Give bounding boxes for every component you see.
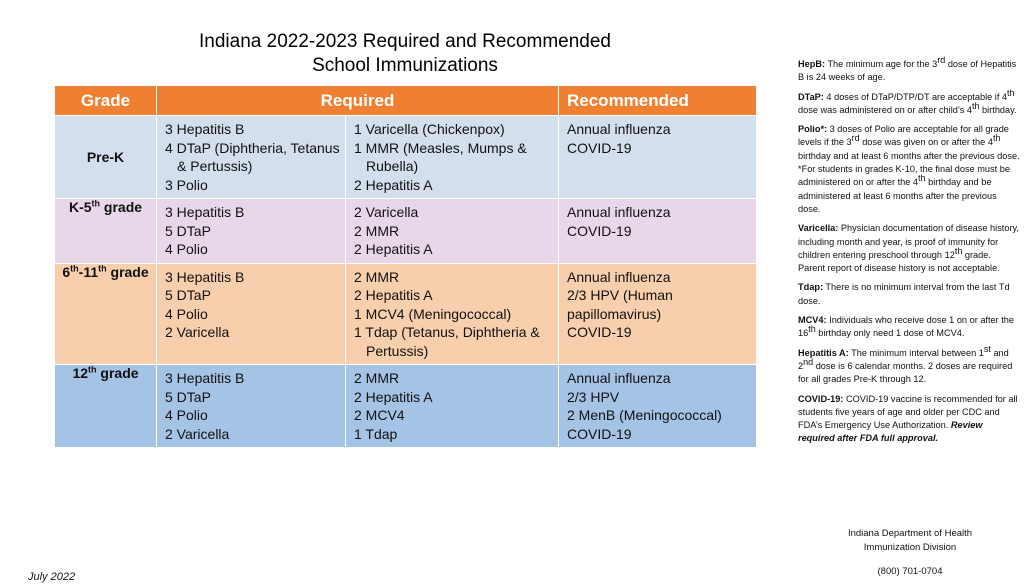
- required-col1-k5: 3 Hepatitis B 5 DTaP 4 Polio: [156, 198, 346, 264]
- list-item: 4 Polio: [165, 407, 208, 423]
- list-item: COVID-19: [567, 139, 632, 156]
- grade-6-11: 6th-11th grade: [54, 262, 157, 365]
- list-item: 1 Varicella (Chickenpox): [354, 121, 505, 137]
- grade-k5: K-5th grade: [54, 198, 157, 264]
- list-item: 3 Hepatitis B: [165, 268, 245, 285]
- list-item: 1 MMR (Measles, Mumps &: [354, 139, 527, 156]
- list-item: Annual influenza: [567, 268, 671, 285]
- list-item: Annual influenza: [567, 370, 671, 386]
- list-item: 5 DTaP: [165, 388, 211, 405]
- document-date: July 2022: [28, 571, 76, 583]
- required-col1-6-11: 3 Hepatitis B 5 DTaP 4 Polio 2 Varicella: [156, 262, 346, 365]
- list-item: 2/3 HPV (Human: [567, 287, 673, 303]
- required-col1-12: 3 Hepatitis B 5 DTaP 4 Polio 2 Varicella: [156, 364, 346, 448]
- required-col2-12: 2 MMR 2 Hepatitis A 2 MCV4 1 Tdap: [345, 364, 559, 448]
- required-col2-prek: 1 Varicella (Chickenpox) 1 MMR (Measles,…: [345, 115, 559, 199]
- note-covid: COVID-19: COVID-19 vaccine is recommende…: [798, 393, 1018, 444]
- list-item: 5 DTaP: [165, 287, 211, 303]
- list-item: COVID-19: [567, 425, 632, 442]
- list-item: 4 DTaP (Diphtheria, Tetanus: [165, 139, 340, 156]
- list-item: 2 MCV4: [354, 407, 405, 423]
- list-item: 5 DTaP: [165, 222, 211, 239]
- list-item: Rubella): [366, 158, 419, 174]
- review-note: Review required after FDA full approval.: [798, 420, 983, 444]
- list-item: 4 Polio: [165, 305, 208, 322]
- recommended-6-11: Annual influenza 2/3 HPV (Human papillom…: [558, 262, 757, 365]
- list-item: Annual influenza: [567, 121, 671, 137]
- list-item: 2 Hepatitis A: [354, 241, 433, 257]
- note-varicella: Varicella: Physician documentation of di…: [798, 223, 1019, 274]
- list-item: 1 Tdap: [354, 425, 398, 442]
- list-item: 2 MMR: [354, 268, 400, 285]
- required-col2-6-11: 2 MMR 2 Hepatitis A 1 MCV4 (Meningococca…: [345, 262, 559, 365]
- list-item: 2 MenB (Meningococcal): [567, 407, 722, 423]
- list-item: 4 Polio: [165, 241, 208, 257]
- list-item: 1 Tdap (Tetanus, Diphtheria &: [354, 324, 540, 340]
- organization: Indiana Department of Health Immunizatio…: [822, 527, 998, 554]
- footnotes: HepB: The minimum age for the 3rd dose o…: [798, 54, 1020, 452]
- list-item: 3 Hepatitis B: [165, 121, 245, 137]
- list-item: 2 MMR: [354, 222, 400, 239]
- org-line-1: Indiana Department of Health: [847, 528, 973, 539]
- page-title: Indiana 2022-2023 Required and Recommend…: [100, 30, 710, 78]
- table-header-row: Grade Required Recommended: [54, 85, 757, 116]
- note-polio: Polio*: 3 doses of Polio are acceptable …: [798, 124, 1020, 161]
- list-item: 2 Hepatitis A: [354, 176, 433, 193]
- list-item: 2/3 HPV: [567, 388, 620, 405]
- org-line-2: Immunization Division: [863, 541, 957, 553]
- list-item: Annual influenza: [567, 204, 671, 220]
- grade-12: 12th grade: [54, 364, 157, 448]
- recommended-prek: Annual influenza COVID-19: [558, 115, 757, 199]
- note-hepb: HepB: The minimum age for the 3rd dose o…: [798, 54, 1017, 83]
- list-item: & Pertussis): [177, 158, 253, 174]
- list-item: Pertussis): [366, 342, 429, 359]
- list-item: COVID-19: [567, 222, 632, 239]
- list-item: 1 MCV4 (Meningococcal): [354, 305, 512, 322]
- list-item: 3 Hepatitis B: [165, 204, 245, 220]
- note-hepa: Hepatitis A: The minimum interval betwee…: [798, 343, 1013, 385]
- list-item: 2 Varicella: [165, 425, 230, 442]
- title-line-2: School Immunizations: [312, 55, 498, 76]
- list-item: 2 Hepatitis A: [354, 287, 433, 303]
- list-item: 2 Varicella: [354, 204, 419, 220]
- grade-prek: Pre-K: [54, 115, 157, 199]
- required-col2-k5: 2 Varicella 2 MMR 2 Hepatitis A: [345, 198, 559, 264]
- header-required: Required: [156, 85, 559, 116]
- note-tdap: Tdap: There is no minimum interval from …: [798, 282, 1010, 306]
- list-item: 3 Polio: [165, 176, 208, 193]
- note-polio-star: *For students in grades K-10, the final …: [798, 164, 1010, 214]
- table-row-prek: Pre-K 3 Hepatitis B 4 DTaP (Diphtheria, …: [54, 115, 757, 199]
- phone-number: (800) 701-0704: [877, 566, 943, 577]
- required-col1-prek: 3 Hepatitis B 4 DTaP (Diphtheria, Tetanu…: [156, 115, 346, 199]
- recommended-12: Annual influenza 2/3 HPV 2 MenB (Meningo…: [558, 364, 757, 448]
- immunization-table: Grade Required Recommended Pre-K 3 Hepat…: [54, 85, 757, 448]
- list-item: papillomavirus): [567, 305, 662, 322]
- note-dtap: DTaP: 4 doses of DTaP/DTP/DT are accepta…: [798, 87, 1017, 115]
- list-item: COVID-19: [567, 324, 632, 340]
- list-item: 2 Hepatitis A: [354, 388, 433, 405]
- list-item: 3 Hepatitis B: [165, 370, 245, 386]
- table-row-12: 12th grade 3 Hepatitis B 5 DTaP 4 Polio …: [54, 364, 757, 448]
- header-grade: Grade: [54, 85, 157, 116]
- table-row-6-11: 6th-11th grade 3 Hepatitis B 5 DTaP 4 Po…: [54, 262, 757, 365]
- list-item: 2 MMR: [354, 370, 400, 386]
- note-mcv4: MCV4: Individuals who receive dose 1 on …: [798, 315, 1015, 339]
- title-line-1: Indiana 2022-2023 Required and Recommend…: [199, 31, 611, 52]
- list-item: 2 Varicella: [165, 324, 230, 340]
- header-recommended: Recommended: [558, 85, 757, 116]
- recommended-k5: Annual influenza COVID-19: [558, 198, 757, 264]
- table-row-k5: K-5th grade 3 Hepatitis B 5 DTaP 4 Polio…: [54, 198, 757, 264]
